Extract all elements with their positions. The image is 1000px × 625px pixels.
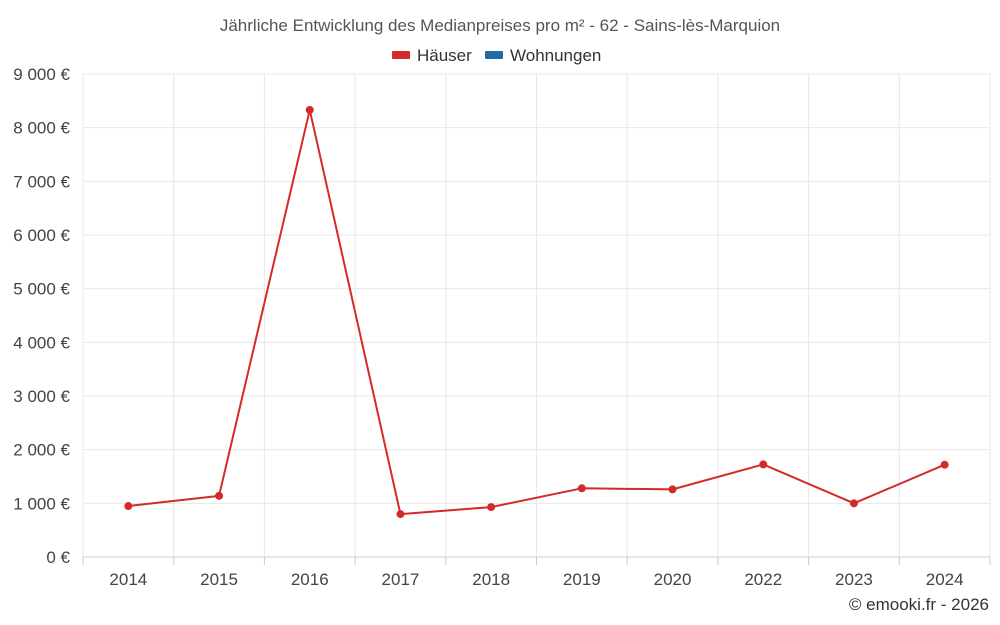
legend-label-wohnungen: Wohnungen (510, 46, 601, 65)
y-tick-label: 3 000 € (13, 387, 70, 406)
x-tick-label: 2015 (200, 570, 238, 589)
data-point[interactable] (849, 499, 858, 508)
data-point[interactable] (487, 503, 496, 512)
legend-item-wohnungen[interactable]: Wohnungen (485, 46, 601, 65)
grid (82, 73, 991, 557)
series-line-0 (128, 108, 946, 516)
data-point[interactable] (305, 105, 314, 114)
y-tick-label: 6 000 € (13, 226, 70, 245)
x-tick-label: 2018 (472, 570, 510, 589)
data-point[interactable] (124, 502, 133, 511)
x-tick-label: 2014 (109, 570, 147, 589)
legend: Häuser Wohnungen (392, 46, 601, 65)
chart-title: Jährliche Entwicklung des Medianpreises … (220, 16, 780, 35)
series-layer (124, 105, 949, 519)
y-tick-label: 1 000 € (13, 494, 70, 513)
y-axis: 0 € 1 000 € 2 000 € 3 000 € 4 000 € 5 000 € 6 … (13, 65, 70, 567)
legend-swatch-haeuser (392, 51, 410, 59)
x-tick-label: 2017 (382, 570, 420, 589)
y-tick-label: 2 000 € (13, 441, 70, 460)
x-tick-label: 2022 (744, 570, 782, 589)
y-tick-label: 8 000 € (13, 119, 70, 138)
x-tick-label: 2023 (835, 570, 873, 589)
data-point[interactable] (396, 510, 405, 519)
x-tick-label: 2020 (654, 570, 692, 589)
y-tick-label: 9 000 € (13, 65, 70, 84)
data-point[interactable] (759, 460, 768, 469)
x-tick-label: 2019 (563, 570, 601, 589)
data-point[interactable] (668, 485, 677, 494)
y-tick-label: 4 000 € (13, 333, 70, 352)
legend-label-haeuser: Häuser (417, 46, 472, 65)
data-point[interactable] (215, 491, 224, 500)
x-axis: 2014 2015 2016 2017 2018 2019 2020 2022 2023 2024 (82, 556, 991, 589)
legend-swatch-wohnungen (485, 51, 503, 59)
y-tick-label: 0 € (46, 548, 70, 567)
data-point[interactable] (940, 460, 949, 469)
x-tick-label: 2024 (926, 570, 964, 589)
y-tick-label: 5 000 € (13, 280, 70, 299)
x-tick-label: 2016 (291, 570, 329, 589)
credit-text: © emooki.fr - 2026 (849, 595, 989, 614)
legend-item-haeuser[interactable]: Häuser (392, 46, 472, 65)
data-point[interactable] (577, 484, 586, 493)
y-tick-label: 7 000 € (13, 172, 70, 191)
